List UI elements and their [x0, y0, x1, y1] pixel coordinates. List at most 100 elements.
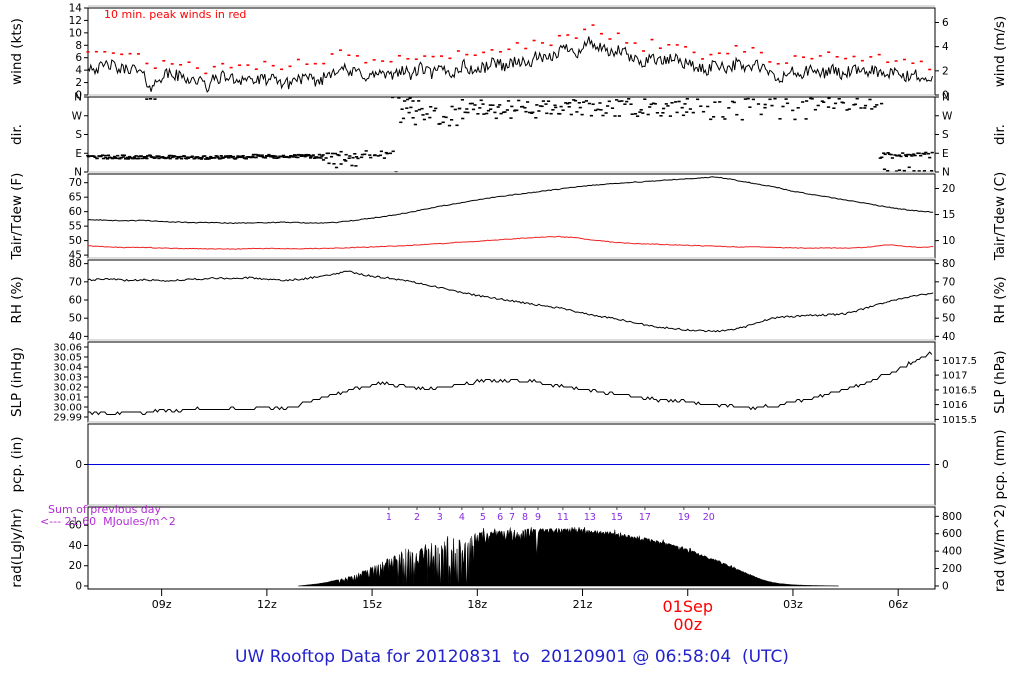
dir-dash — [111, 157, 115, 160]
dir-dash — [321, 154, 325, 156]
dir-dash — [509, 117, 513, 119]
rh-axis-label-right: RH (%) — [992, 276, 1008, 323]
peak-dot — [616, 32, 620, 35]
rh-ytick-left: 70 — [69, 276, 82, 288]
dir-dash — [196, 156, 200, 158]
dir-dash — [701, 110, 706, 113]
tdew-f-line — [87, 235, 934, 250]
dir-dash — [333, 152, 337, 155]
peak-dot — [524, 47, 528, 50]
dir-dash — [119, 157, 123, 159]
dir-dash — [272, 155, 276, 157]
peak-dot — [852, 55, 856, 58]
dir-dash — [882, 168, 887, 171]
dir-dash — [578, 106, 582, 109]
dir-dash — [385, 152, 389, 155]
peak-dot — [364, 61, 368, 64]
dir-dash — [411, 117, 415, 119]
dir-dash — [897, 169, 902, 171]
dir-dash — [567, 106, 571, 108]
dir-dash — [910, 155, 914, 157]
dir-dash — [889, 153, 893, 156]
dir-dash — [267, 153, 271, 156]
dir-dash — [420, 107, 424, 110]
peak-dot — [212, 65, 216, 68]
dir-dash — [677, 100, 681, 103]
dir-dash — [309, 157, 313, 159]
peak-dot — [869, 56, 873, 58]
dir-dash — [461, 117, 465, 120]
peak-dot — [793, 55, 797, 57]
wind-ytick-right: 0 — [942, 90, 949, 102]
dir-dash — [785, 102, 790, 105]
dir-dash — [353, 153, 357, 155]
rh-frame — [87, 259, 936, 341]
peak-dot — [145, 62, 149, 65]
dir-dash — [537, 110, 541, 112]
wind-peak-kts — [86, 24, 932, 75]
pcp-ytick-left: 0 — [75, 459, 82, 471]
dir-dash — [128, 155, 132, 158]
rad-milestone-5: 5 — [480, 512, 486, 523]
rad-milestone-19: 19 — [678, 512, 690, 523]
dir-dash — [388, 152, 392, 155]
peak-dot — [810, 57, 814, 60]
peak-dot — [919, 60, 923, 63]
dir-dash — [299, 155, 303, 157]
dir-dash — [263, 157, 268, 159]
dir-dash — [730, 100, 735, 103]
dir-dash — [549, 112, 553, 115]
dir-ytick-right: N — [942, 167, 950, 179]
rad-milestone-9: 9 — [535, 512, 541, 523]
dir-dash — [326, 152, 331, 155]
dir-dash — [523, 107, 527, 109]
dir-dash — [604, 112, 608, 114]
peak-dot — [717, 52, 721, 54]
dir-dash — [379, 150, 383, 153]
rh-ytick-right: 40 — [942, 331, 955, 343]
dir-dash — [470, 102, 474, 105]
peak-dot — [280, 68, 284, 71]
dir-dash — [908, 153, 912, 156]
dir-dash — [473, 104, 477, 106]
temp-ytick-right: 10 — [942, 235, 955, 247]
dir-dash — [148, 154, 153, 157]
dir-dash — [343, 159, 347, 161]
peak-dot — [254, 68, 258, 70]
slp-yticks: 29.9930.0030.0130.0230.0330.0430.0530.06… — [53, 343, 977, 426]
dir-ytick-right: E — [942, 148, 949, 160]
dir-dash — [638, 111, 642, 113]
dir-dash — [746, 97, 750, 100]
dir-axis-label-right: dir. — [992, 124, 1008, 145]
dir-dash — [376, 155, 380, 157]
peak-dot — [389, 60, 393, 63]
dir-dash — [773, 97, 777, 100]
dir-dash — [327, 162, 331, 165]
dir-dash — [589, 114, 593, 117]
peak-dot — [827, 51, 831, 53]
dir-dash — [219, 157, 223, 160]
dir-dash — [274, 155, 278, 158]
peak-dot — [566, 34, 570, 36]
dir-dash — [696, 98, 700, 101]
dir-dash — [139, 155, 143, 157]
dir-dash — [122, 154, 126, 157]
dir-dash — [465, 108, 469, 110]
dir-dash — [902, 169, 906, 172]
dir-dash — [432, 109, 436, 112]
peak-dot — [549, 44, 553, 47]
dir-dash — [748, 106, 752, 108]
peak-dot — [726, 52, 730, 55]
dir-dash — [296, 156, 300, 159]
rh-ytick-right: 50 — [942, 313, 955, 325]
dir-dash — [121, 156, 125, 158]
dir-dash — [863, 107, 867, 109]
dir-dash — [354, 156, 359, 158]
dir-dash — [429, 106, 433, 108]
dir-dash — [317, 156, 321, 159]
peak-dot — [271, 64, 275, 67]
dir-dash — [447, 124, 452, 127]
peak-dot — [903, 58, 906, 61]
peak-dot — [221, 62, 225, 65]
